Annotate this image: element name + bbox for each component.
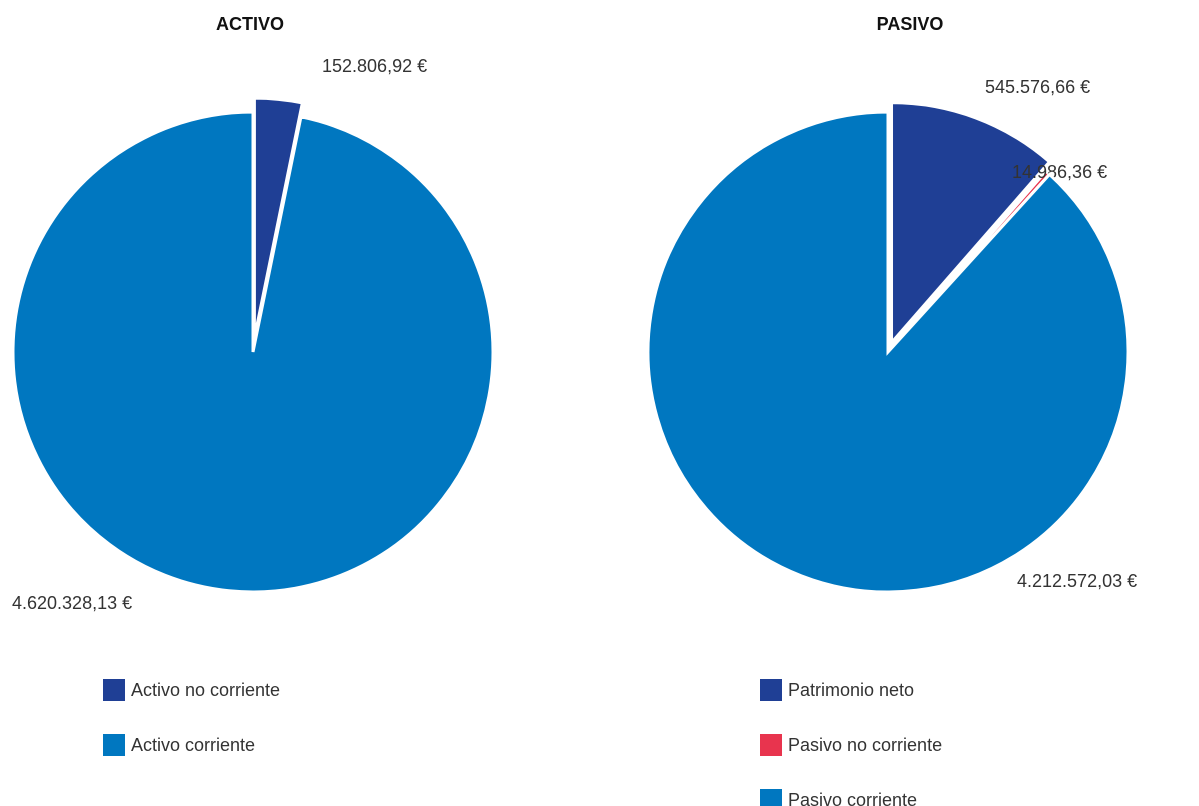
legend-label: Patrimonio neto [788,680,914,700]
legend-swatch [760,679,782,701]
data-label: 152.806,92 € [322,56,427,76]
legend-label: Activo no corriente [131,680,280,700]
legend-swatch [103,679,125,701]
legend-label: Pasivo corriente [788,790,917,806]
pie-slice [11,110,495,594]
legend-swatch [103,734,125,756]
data-label: 4.212.572,03 € [1017,571,1137,591]
chart-title: ACTIVO [216,14,284,34]
pie-slice [252,96,305,339]
data-label: 4.620.328,13 € [12,593,132,613]
legend-label: Pasivo no corriente [788,735,942,755]
legend-swatch [760,789,782,806]
pie-slice [646,110,1130,594]
legend-label: Activo corriente [131,735,255,755]
pie-slice [890,101,1052,347]
data-label: 545.576,66 € [985,77,1090,97]
legend-swatch [760,734,782,756]
data-label: 14.986,36 € [1012,162,1107,182]
chart-title: PASIVO [877,14,944,34]
